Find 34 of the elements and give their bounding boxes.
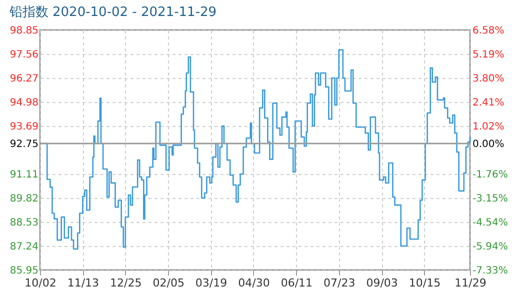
y2-tick-label: 6.58% (472, 26, 504, 36)
x-tick-label: 07/23 (324, 276, 356, 290)
y2-tick-label: -4.54% (472, 217, 508, 228)
y2-tick-label: 2.41% (472, 97, 504, 108)
x-tick-label: 11/29 (454, 276, 486, 290)
y-tick-label: 87.24 (10, 242, 38, 252)
y2-tick-label: 1.02% (472, 121, 504, 132)
y-tick-label: 98.85 (10, 26, 38, 36)
y-tick-label: 88.53 (10, 218, 38, 228)
y-tick-label: 93.69 (10, 122, 38, 132)
x-tick-label: 10/02 (24, 276, 56, 290)
x-tick-label: 06/11 (280, 276, 313, 290)
x-tick-label: 09/03 (366, 276, 398, 290)
y2-tick-label: -1.76% (472, 169, 508, 180)
y2-tick-label: 5.19% (472, 49, 504, 60)
y-tick-label: 94.98 (10, 98, 38, 108)
y2-tick-label: -5.94% (472, 242, 508, 253)
y-tick-label: 85.95 (10, 266, 38, 276)
x-tick-label: 12/25 (110, 276, 142, 290)
chart-title: 铅指数 2020-10-02 - 2021-11-29 (8, 5, 217, 20)
y2-tick-label: 3.80% (472, 73, 504, 84)
x-tick-label: 10/15 (408, 276, 441, 290)
y-tick-label: 97.56 (10, 50, 38, 60)
y2-tick-label: -7.33% (472, 266, 508, 276)
x-tick-label: 04/30 (238, 276, 270, 290)
y2-tick-label: -3.15% (472, 193, 508, 204)
y-tick-label: 96.27 (10, 74, 38, 84)
y-tick-label: 89.82 (10, 194, 38, 204)
y-tick-label: 91.11 (10, 170, 38, 180)
y-tick-label: 92.75 (10, 138, 38, 150)
x-tick-label: 11/13 (67, 276, 100, 290)
x-tick-label: 02/05 (152, 276, 184, 290)
x-tick-label: 03/19 (195, 276, 228, 290)
y2-tick-label: 0.00% (472, 139, 504, 150)
